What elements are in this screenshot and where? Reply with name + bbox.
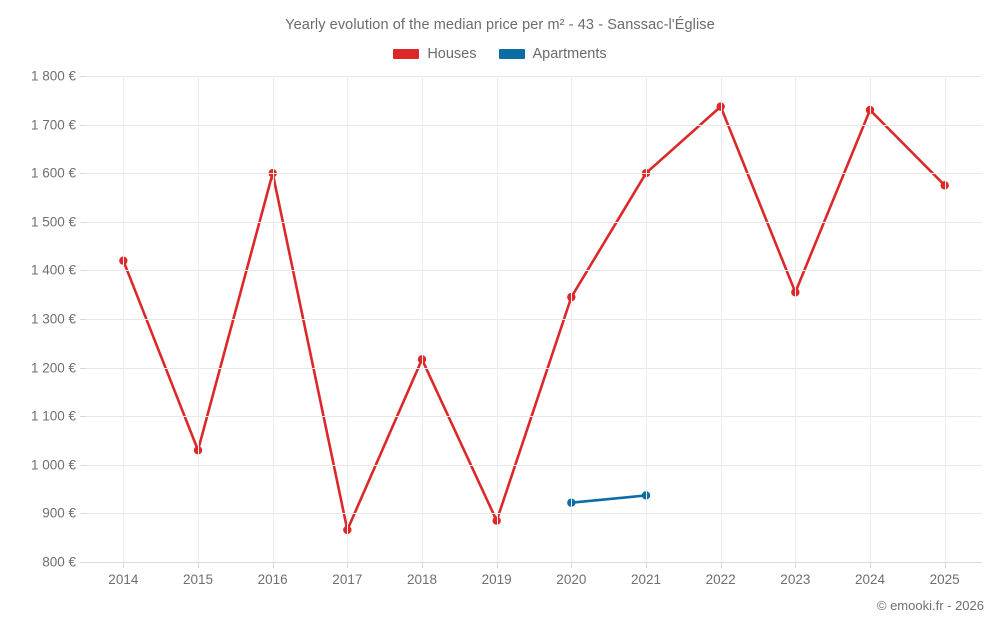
- x-gridline: [422, 76, 423, 562]
- x-axis-tick-mark: [944, 562, 946, 568]
- y-gridline: [86, 416, 982, 418]
- x-axis-tick-mark: [646, 562, 647, 568]
- y-gridline: [86, 367, 982, 369]
- y-axis-tick-label: 800 €: [42, 554, 76, 570]
- y-gridline: [86, 464, 982, 466]
- y-axis-tick-mark: [80, 76, 86, 77]
- x-gridline: [198, 76, 199, 562]
- credit-label: © emooki.fr - 2026: [876, 598, 984, 613]
- y-gridline: [86, 221, 982, 223]
- x-axis-tick-mark: [198, 562, 199, 568]
- x-axis-tick-label: 2016: [257, 572, 288, 587]
- legend-swatch-icon: [393, 49, 420, 59]
- y-axis-tick-label: 1 800 €: [30, 68, 76, 84]
- plot-area: [86, 76, 982, 563]
- y-axis-tick-label: 1 400 €: [30, 262, 76, 278]
- x-gridline: [496, 76, 498, 562]
- y-axis-tick-mark: [80, 513, 86, 515]
- x-gridline: [123, 76, 125, 562]
- x-axis-tick-mark: [571, 562, 573, 568]
- y-axis-tick-label: 1 700 €: [30, 117, 76, 133]
- x-axis-tick-label: 2021: [630, 572, 662, 587]
- x-gridline: [870, 76, 871, 562]
- x-axis-tick-mark: [870, 562, 871, 568]
- series-line-apartments: [570, 494, 648, 505]
- y-axis-tick-mark: [80, 416, 86, 418]
- legend-item-label: Apartments: [532, 46, 607, 62]
- x-axis-tick-label: 2022: [705, 572, 736, 587]
- y-axis-tick-label: 1 500 €: [30, 214, 76, 230]
- x-axis-tick-mark: [123, 562, 125, 568]
- y-axis-tick-mark: [80, 173, 86, 175]
- x-gridline: [347, 76, 349, 562]
- data-point[interactable]: [417, 355, 427, 364]
- y-axis-tick-mark: [80, 124, 86, 126]
- x-axis-line: [86, 562, 982, 563]
- x-axis-tick-mark: [272, 562, 274, 568]
- y-axis-tick-label: 1 200 €: [30, 360, 76, 376]
- chart-title: Yearly evolution of the median price per…: [285, 17, 715, 33]
- x-axis-tick-label: 2025: [929, 572, 960, 587]
- y-gridline: [86, 76, 982, 77]
- y-axis-tick-mark: [80, 319, 86, 320]
- series-line-houses: [122, 105, 946, 532]
- x-axis-tick-mark: [720, 562, 722, 568]
- y-axis-tick-mark: [80, 562, 86, 563]
- legend-item-apartments[interactable]: Apartments: [498, 46, 607, 62]
- y-axis-tick-label: 1 100 €: [30, 408, 76, 424]
- x-axis-tick-label: 2018: [406, 572, 438, 587]
- y-axis-tick-label: 1 600 €: [30, 165, 76, 181]
- y-axis-tick-mark: [80, 464, 86, 466]
- y-gridline: [86, 513, 982, 515]
- x-axis-tick-label: 2020: [556, 572, 587, 587]
- y-gridline: [86, 173, 982, 175]
- x-axis-tick-label: 2024: [854, 572, 886, 587]
- y-gridline: [86, 319, 982, 320]
- y-gridline: [86, 124, 982, 126]
- legend-item-houses[interactable]: Houses: [393, 46, 477, 62]
- x-axis-tick-label: 2019: [481, 572, 512, 587]
- y-axis-tick-mark: [80, 367, 86, 369]
- x-axis-tick-mark: [422, 562, 423, 568]
- x-gridline: [646, 76, 647, 562]
- y-axis-tick-mark: [80, 270, 86, 272]
- legend-swatch-icon: [498, 49, 525, 59]
- x-axis-tick-label: 2017: [332, 572, 363, 587]
- x-axis-tick-label: 2015: [182, 572, 214, 587]
- x-gridline: [272, 76, 274, 562]
- y-axis-tick-label: 900 €: [42, 505, 76, 521]
- y-axis-tick-label: 1 300 €: [30, 311, 76, 327]
- x-gridline: [944, 76, 946, 562]
- y-axis-tick-label: 1 000 €: [30, 457, 76, 473]
- legend-item-label: Houses: [427, 46, 477, 62]
- x-gridline: [571, 76, 573, 562]
- y-axis-tick-mark: [80, 221, 86, 223]
- chart-legend: Houses Apartments: [0, 46, 1000, 62]
- x-gridline: [720, 76, 722, 562]
- x-gridline: [795, 76, 797, 562]
- x-axis-tick-mark: [795, 562, 797, 568]
- x-axis-tick-mark: [496, 562, 498, 568]
- x-axis-tick-label: 2023: [780, 572, 811, 587]
- y-gridline: [86, 270, 982, 272]
- x-axis-tick-label: 2014: [108, 572, 139, 587]
- x-axis-tick-mark: [347, 562, 349, 568]
